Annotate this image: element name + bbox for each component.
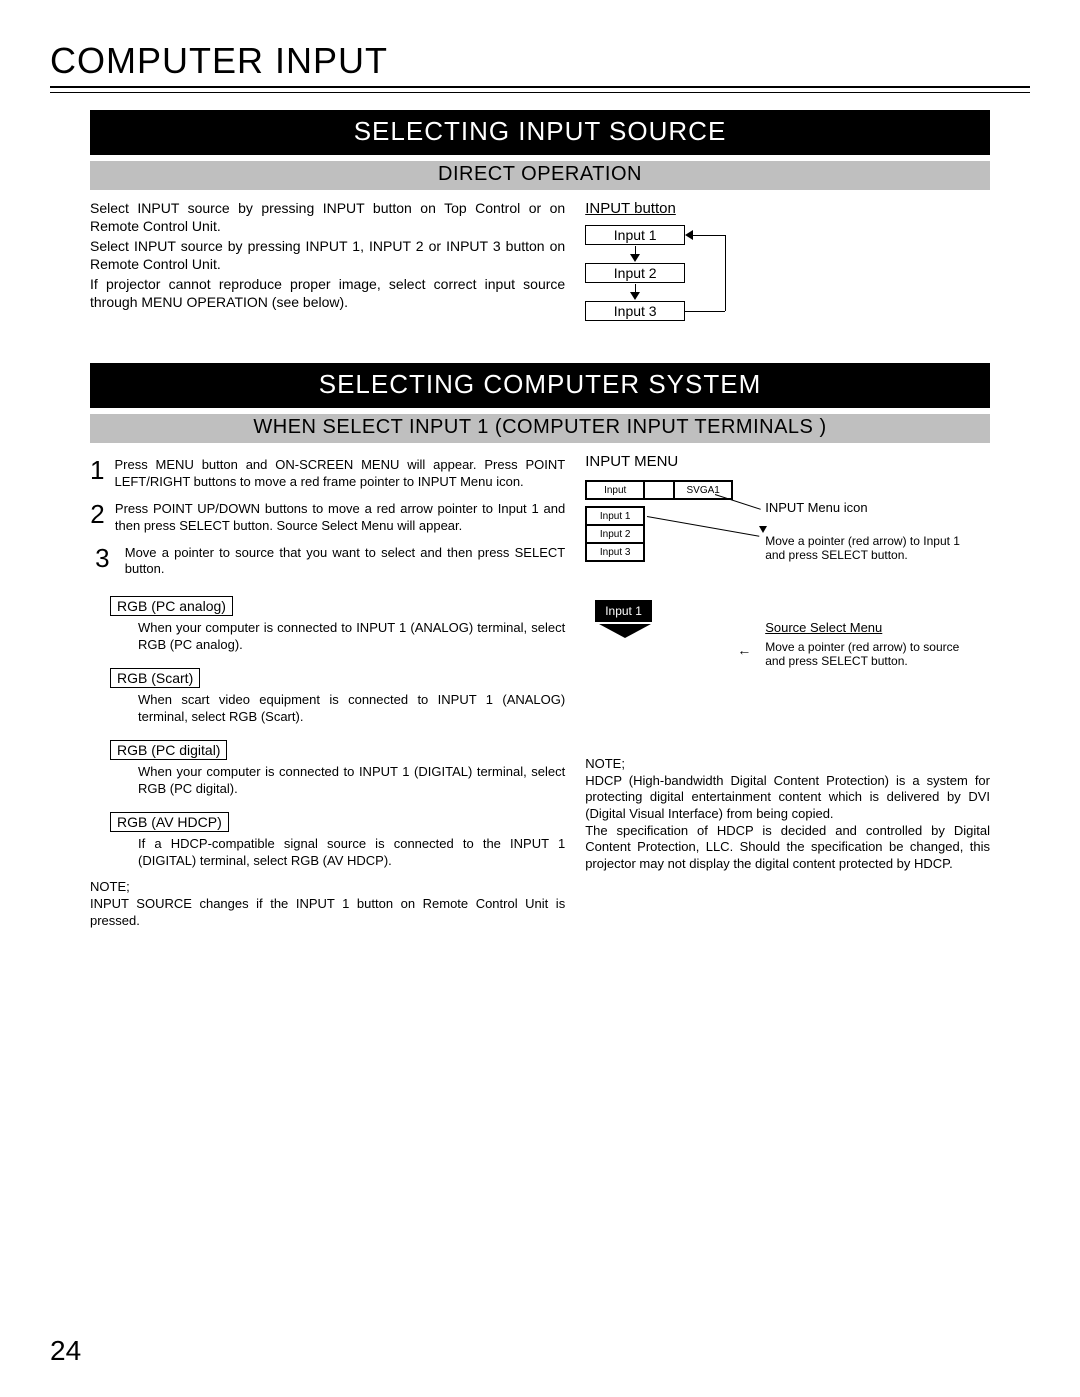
steps-col: 1 Press MENU button and ON-SCREEN MENU w… — [90, 453, 565, 930]
step: 3 Move a pointer to source that you want… — [90, 545, 565, 579]
flow-box-input2: Input 2 — [585, 263, 685, 283]
arrow-down-icon — [630, 254, 640, 262]
para: Select INPUT source by pressing INPUT 1,… — [90, 238, 565, 274]
source-tag: Input 1 — [595, 600, 652, 622]
step-number: 2 — [90, 501, 105, 535]
source-select-menu-label: Source Select Menu — [765, 620, 882, 635]
option-desc: When your computer is connected to INPUT… — [138, 620, 565, 654]
step-text: Press POINT UP/DOWN buttons to move a re… — [115, 501, 565, 535]
para: Select INPUT source by pressing INPUT bu… — [90, 200, 565, 236]
arrow-left-icon: ← — [737, 642, 751, 658]
arrow-left-icon — [685, 230, 693, 240]
move-pointer-label: Move a pointer (red arrow) to Input 1 an… — [765, 534, 965, 563]
input-button-diagram-col: INPUT button Input 1 Input 2 Input 3 — [585, 200, 990, 345]
input-button-flow: Input 1 Input 2 Input 3 — [585, 225, 825, 345]
direct-operation-text: Select INPUT source by pressing INPUT bu… — [90, 200, 565, 345]
arrow-down-icon — [759, 526, 767, 533]
menu-spacer-cell — [644, 481, 674, 499]
flow-line — [691, 235, 725, 236]
subhead-direct-operation: DIRECT OPERATION — [90, 161, 990, 190]
option-box: RGB (PC digital) — [110, 740, 227, 760]
menu-row: Input 1 — [586, 507, 644, 525]
callout-line — [715, 494, 761, 510]
input-menu-col: INPUT MENU Input SVGA1 Input 1 Input 2 I… — [585, 453, 990, 930]
steps-list: 1 Press MENU button and ON-SCREEN MENU w… — [90, 457, 565, 578]
option-desc: If a HDCP-compatible signal source is co… — [138, 836, 565, 870]
step-text: Move a pointer to source that you want t… — [125, 545, 565, 579]
flow-box-input3: Input 3 — [585, 301, 685, 321]
option-box: RGB (AV HDCP) — [110, 812, 229, 832]
flow-line — [685, 311, 725, 312]
hdcp-note: NOTE; HDCP (High-bandwidth Digital Conte… — [585, 756, 990, 872]
callout-line — [647, 516, 759, 537]
step-number: 1 — [90, 457, 104, 491]
para: If projector cannot reproduce proper ima… — [90, 276, 565, 312]
banner-selecting-computer-system: SELECTING COMPUTER SYSTEM — [90, 363, 990, 408]
option-box: RGB (Scart) — [110, 668, 200, 688]
option-box: RGB (PC analog) — [110, 596, 233, 616]
menu-grid: Input SVGA1 — [585, 480, 733, 500]
input-menu-icon-label: INPUT Menu icon — [765, 500, 867, 515]
flow-box-input1: Input 1 — [585, 225, 685, 245]
input-menu-diagram: Input SVGA1 Input 1 Input 2 Input 3 INPU… — [585, 480, 990, 730]
step: 2 Press POINT UP/DOWN buttons to move a … — [90, 501, 565, 535]
section1-cols: Select INPUT source by pressing INPUT bu… — [90, 200, 990, 345]
section2-cols: 1 Press MENU button and ON-SCREEN MENU w… — [90, 453, 990, 930]
step-number: 3 — [90, 545, 115, 579]
page-title: COMPUTER INPUT — [50, 40, 1030, 82]
menu-row: Input 3 — [586, 543, 644, 561]
source-select-menu-desc: Move a pointer (red arrow) to source and… — [765, 640, 965, 669]
menu-grid-rows: Input 1 Input 2 Input 3 — [585, 506, 645, 562]
double-rule — [50, 86, 1030, 96]
input-button-label: INPUT button — [585, 200, 990, 217]
option-desc: When scart video equipment is connected … — [138, 692, 565, 726]
option-desc: When your computer is connected to INPUT… — [138, 764, 565, 798]
step: 1 Press MENU button and ON-SCREEN MENU w… — [90, 457, 565, 491]
page-number: 24 — [50, 1335, 81, 1367]
menu-row: Input 2 — [586, 525, 644, 543]
input-menu-title: INPUT MENU — [585, 453, 990, 470]
triangle-down-icon — [599, 624, 651, 638]
flow-line — [725, 235, 726, 311]
banner-selecting-input-source: SELECTING INPUT SOURCE — [90, 110, 990, 155]
menu-header-cell: Input — [586, 481, 644, 499]
arrow-down-icon — [630, 292, 640, 300]
step-text: Press MENU button and ON-SCREEN MENU wil… — [114, 457, 565, 491]
subhead-when-select-input1: WHEN SELECT INPUT 1 (COMPUTER INPUT TERM… — [90, 414, 990, 443]
note-input-source-changes: NOTE; INPUT SOURCE changes if the INPUT … — [90, 879, 565, 930]
